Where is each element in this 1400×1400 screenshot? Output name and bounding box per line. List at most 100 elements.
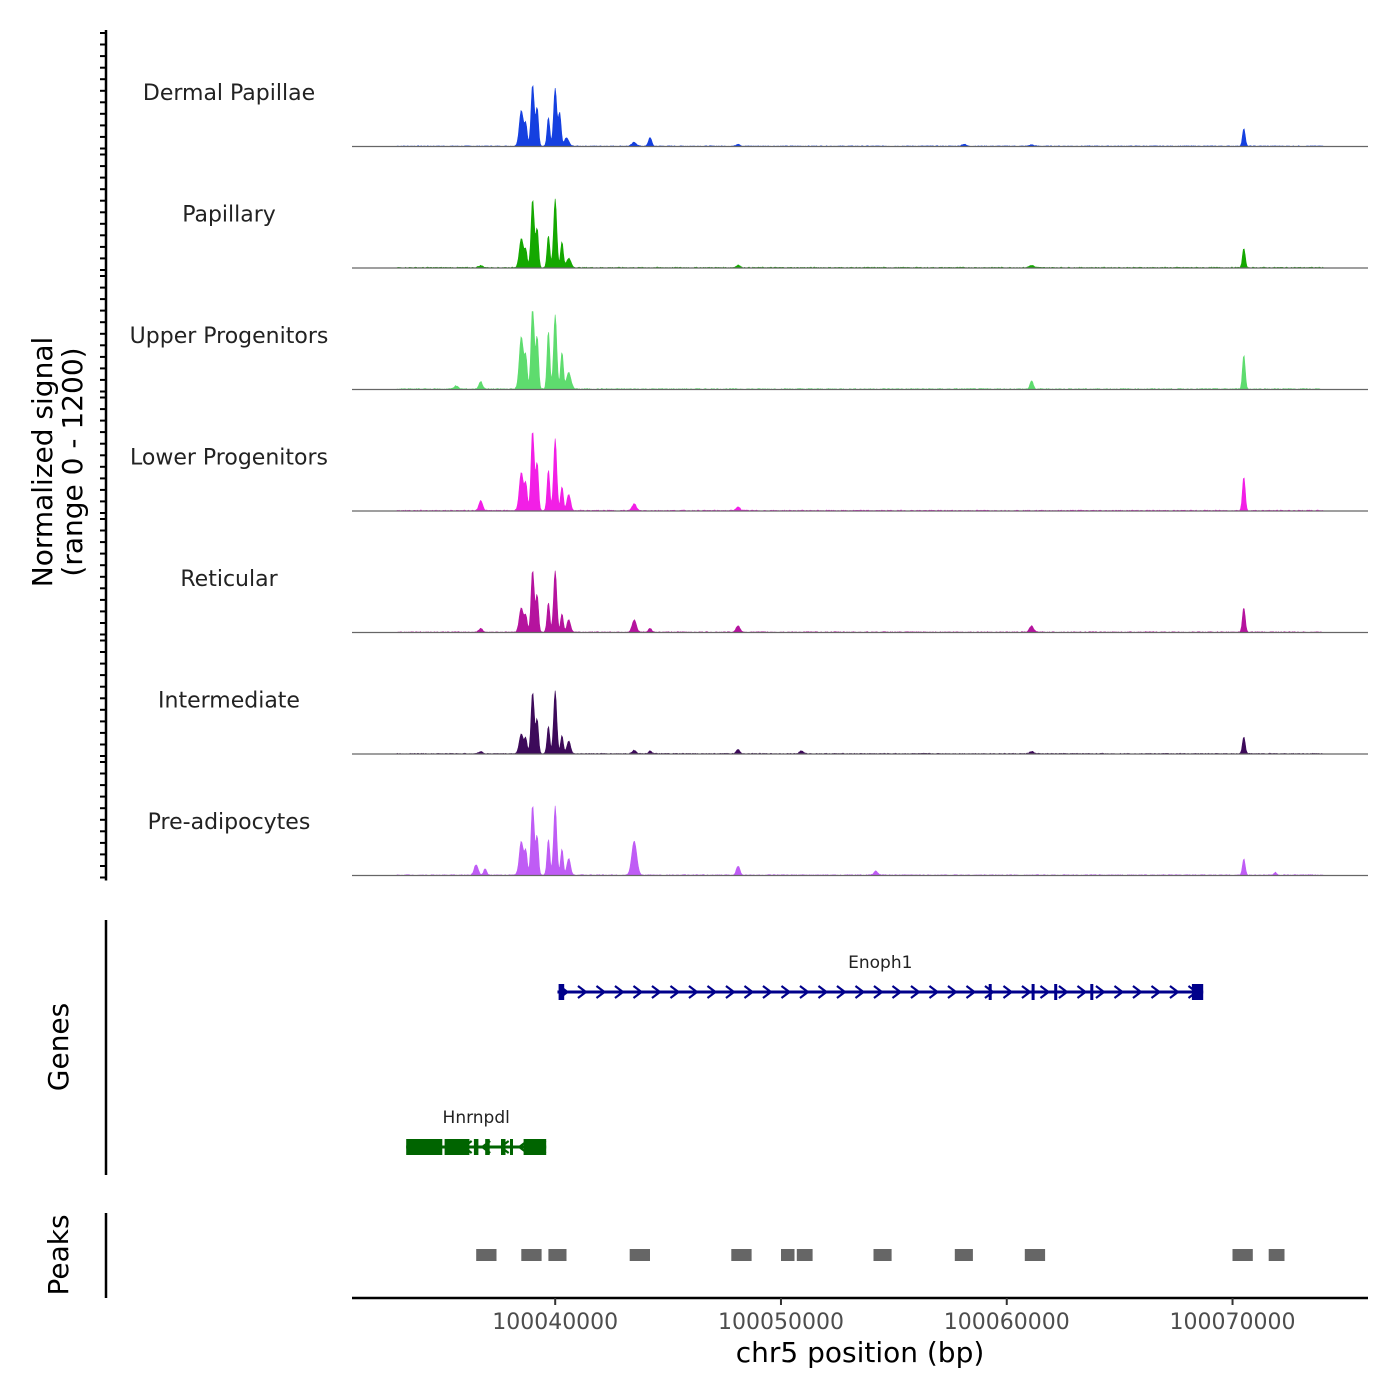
- strand-arrow: [688, 985, 699, 999]
- strand-arrow: [595, 985, 607, 999]
- signal-tracks: Dermal Papillae Papillary Upper Progenitor…: [130, 81, 1368, 877]
- signal-area: [352, 690, 1368, 755]
- strand-arrow: [910, 985, 921, 999]
- strand-arrow: [1169, 985, 1180, 999]
- strand-arrow: [799, 985, 810, 999]
- strand-arrow: [706, 985, 718, 999]
- signal-y-axis: [100, 30, 108, 881]
- exon: [1054, 984, 1058, 1000]
- signal-y-axis-title-line1: Normalized signal: [26, 337, 59, 588]
- strand-arrow: [873, 985, 884, 999]
- strand-arrow: [891, 985, 903, 999]
- x-tick-label: 100050000: [718, 1310, 844, 1335]
- track-label: Intermediate: [158, 689, 300, 714]
- peak-region: [954, 1249, 973, 1261]
- strand-arrow: [1150, 985, 1162, 999]
- peak-region: [1232, 1249, 1253, 1261]
- gene-label: Hnrnpdl: [443, 1108, 510, 1128]
- peak-region: [1268, 1249, 1285, 1261]
- signal-y-axis-title-line2: (range 0 - 1200): [56, 347, 89, 576]
- strand-arrow: [817, 985, 829, 999]
- exon: [523, 1139, 547, 1155]
- strand-arrow: [651, 985, 662, 999]
- peak-region: [1024, 1249, 1046, 1261]
- track-dermal-papillae: Dermal Papillae: [143, 81, 1368, 148]
- strand-arrow: [577, 985, 588, 999]
- x-tick-label: 100060000: [944, 1310, 1070, 1335]
- exon: [406, 1139, 443, 1155]
- signal-area: [352, 432, 1368, 512]
- peak-region: [731, 1249, 752, 1261]
- strand-arrow: [632, 985, 644, 999]
- strand-arrow: [780, 985, 792, 999]
- peak-region: [781, 1249, 795, 1261]
- exon: [1031, 984, 1035, 1000]
- signal-area: [352, 805, 1368, 876]
- exon: [1090, 984, 1094, 1000]
- track-label: Dermal Papillae: [143, 81, 315, 106]
- strand-arrow: [965, 985, 977, 999]
- strand-arrow: [1002, 985, 1014, 999]
- strand-arrow: [1058, 985, 1069, 999]
- track-pre-adipocytes: Pre-adipocytes: [148, 805, 1368, 877]
- peaks-track: [476, 1249, 1285, 1261]
- strand-arrow: [1113, 985, 1125, 999]
- peak-region: [476, 1249, 497, 1261]
- track-papillary: Papillary: [182, 198, 1368, 269]
- track-upper-progenitors: Upper Progenitors: [130, 311, 1368, 391]
- gene-label: Enoph1: [848, 953, 912, 973]
- strand-arrow: [498, 1140, 510, 1154]
- strand-arrow: [1076, 985, 1088, 999]
- strand-arrow: [928, 985, 940, 999]
- peak-region: [548, 1249, 567, 1261]
- gene-hnrnpdl: Hnrnpdl: [406, 1108, 547, 1155]
- exon: [485, 1139, 490, 1155]
- peak-region: [796, 1249, 813, 1261]
- track-label: Lower Progenitors: [130, 446, 328, 471]
- exon: [1191, 984, 1204, 1000]
- genes-axis-title: Genes: [42, 1003, 75, 1091]
- track-intermediate: Intermediate: [158, 689, 1368, 755]
- exon: [473, 1139, 479, 1155]
- strand-arrow: [614, 985, 625, 999]
- x-axis-title: chr5 position (bp): [736, 1336, 985, 1369]
- strand-arrow: [1132, 985, 1143, 999]
- strand-arrow: [762, 985, 773, 999]
- strand-arrow: [669, 985, 681, 999]
- strand-arrow: [743, 985, 755, 999]
- strand-arrow: [854, 985, 866, 999]
- x-tick-label: 100040000: [492, 1310, 618, 1335]
- exon: [501, 1139, 506, 1155]
- exon: [988, 984, 992, 1000]
- track-label: Reticular: [180, 567, 278, 592]
- strand-arrow: [1021, 985, 1032, 999]
- strand-arrow: [1095, 985, 1106, 999]
- peak-region: [873, 1249, 892, 1261]
- peak-region: [629, 1249, 650, 1261]
- signal-area: [352, 570, 1368, 633]
- peaks-axis-title: Peaks: [42, 1214, 75, 1295]
- exon: [558, 984, 565, 1000]
- x-tick-label: 100070000: [1170, 1310, 1296, 1335]
- track-label: Upper Progenitors: [130, 324, 329, 349]
- signal-area: [352, 198, 1368, 269]
- track-label: Papillary: [182, 203, 276, 228]
- gene-annotation-track: Enoph1 Hnrnpdl: [406, 953, 1204, 1155]
- peak-region: [521, 1249, 542, 1261]
- strand-arrow: [725, 985, 736, 999]
- signal-area: [352, 311, 1368, 390]
- exon: [510, 1139, 513, 1155]
- gene-enoph1: Enoph1: [557, 953, 1204, 1000]
- track-lower-progenitors: Lower Progenitors: [130, 432, 1368, 512]
- strand-arrow: [836, 985, 847, 999]
- x-axis: 100040000 100050000 100060000 100070000: [352, 1296, 1368, 1335]
- signal-area: [352, 85, 1368, 147]
- strand-arrow: [947, 985, 958, 999]
- track-reticular: Reticular: [180, 567, 1368, 634]
- track-label: Pre-adipocytes: [148, 810, 311, 835]
- strand-arrow: [984, 985, 995, 999]
- exon: [444, 1139, 470, 1155]
- strand-arrow: [1039, 985, 1051, 999]
